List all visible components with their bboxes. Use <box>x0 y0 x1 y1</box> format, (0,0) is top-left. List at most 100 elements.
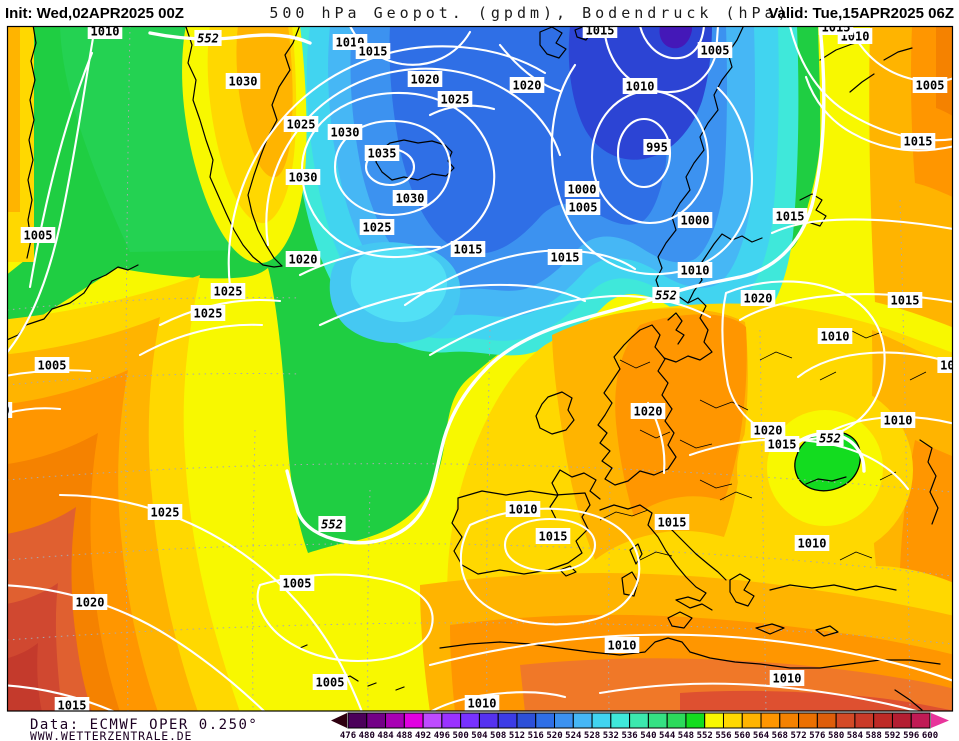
pressure-label: 1010 <box>794 535 830 551</box>
svg-text:1030: 1030 <box>229 75 258 89</box>
svg-text:1015: 1015 <box>891 294 920 308</box>
colorbar-segment <box>722 712 743 729</box>
pressure-label: 1015 <box>450 241 486 257</box>
svg-text:552: 552 <box>819 432 841 446</box>
svg-text:1015: 1015 <box>776 210 805 224</box>
colorbar-segment <box>610 712 631 729</box>
svg-text:1000: 1000 <box>568 183 597 197</box>
map-footer: Data: ECMWF OPER 0.250° WWW.WETTERZENTRA… <box>30 712 949 741</box>
coastlines <box>7 26 941 711</box>
colorbar-segment <box>629 712 649 729</box>
colorbar-segment <box>835 712 856 729</box>
pressure-label: 1020 <box>630 403 666 419</box>
svg-text:1035: 1035 <box>368 147 397 161</box>
colorbar-segment <box>460 712 480 729</box>
colorbar-segment <box>554 712 574 729</box>
svg-text:0: 0 <box>2 404 9 418</box>
colorbar-segment <box>704 712 724 729</box>
init-time-label: Init: Wed,02APR2025 00Z <box>5 5 184 22</box>
svg-text:1005: 1005 <box>916 79 945 93</box>
pressure-label: 1020 <box>740 290 776 306</box>
colorbar-tick-label: 476 <box>340 731 356 741</box>
svg-text:1015: 1015 <box>58 699 87 713</box>
colorbar-segment <box>816 712 837 729</box>
colorbar-tick-label: 512 <box>509 731 525 741</box>
pressure-label: 1020 <box>285 251 321 267</box>
colorbar-tick-label: 516 <box>528 731 544 741</box>
svg-text:1015: 1015 <box>551 251 580 265</box>
colorbar-segment <box>891 712 912 729</box>
svg-text:1025: 1025 <box>287 118 316 132</box>
map-header: Init: Wed,02APR2025 00Z 500 hPa Geopot. … <box>5 4 954 22</box>
colorbar-tick-label: 548 <box>678 731 694 741</box>
pressure-label: 1010 <box>769 670 805 686</box>
colorbar-tick-label: 596 <box>903 731 919 741</box>
colorbar-segment <box>422 712 443 729</box>
colorbar-right-arrow <box>931 713 949 728</box>
colorbar-segment <box>516 712 537 729</box>
graticule-lines <box>7 26 953 711</box>
colorbar-tick-label: 524 <box>565 731 582 741</box>
pressure-label: 1000 <box>677 212 713 228</box>
svg-text:1030: 1030 <box>289 171 318 185</box>
colorbar-tick-label: 500 <box>453 731 469 741</box>
map-frame <box>6 25 954 712</box>
colorbar-segment <box>347 712 368 729</box>
pressure-label: 1000 <box>564 181 600 197</box>
geopotential-fill-regions <box>7 26 953 711</box>
pressure-label: 1025 <box>147 504 183 520</box>
pressure-label: 1010 <box>505 501 541 517</box>
colorbar-tick-label: 580 <box>828 731 844 741</box>
pressure-label: 1015 <box>355 43 391 59</box>
colorbar-tick-label: 532 <box>603 731 619 741</box>
pressure-label: 1010 <box>87 25 123 39</box>
svg-text:101: 101 <box>940 359 959 373</box>
colorbar-segment <box>779 712 800 729</box>
pressure-label: 1010 <box>880 412 916 428</box>
pressure-label: 1025 <box>190 305 226 321</box>
svg-text:1015: 1015 <box>822 21 851 35</box>
svg-text:1010: 1010 <box>91 25 120 39</box>
svg-text:1020: 1020 <box>754 424 783 438</box>
colorbar-tick-label: 496 <box>434 731 450 741</box>
svg-text:1020: 1020 <box>289 253 318 267</box>
pressure-label: 1005 <box>20 227 56 243</box>
colorbar-tick-label: 592 <box>884 731 900 741</box>
colorbar-segment <box>441 712 462 729</box>
pressure-label: 1015 <box>54 697 90 713</box>
colorbar-segment <box>873 712 893 729</box>
pressure-label: 1010 <box>817 328 853 344</box>
colorbar-segment <box>366 712 387 729</box>
colorbar-left-arrow <box>331 713 347 728</box>
data-source-label: Data: ECMWF OPER 0.250° <box>30 717 258 733</box>
pressure-label: 1005 <box>912 77 948 93</box>
colorbar-tick-label: 588 <box>866 731 882 741</box>
colorbar-segment <box>854 712 875 729</box>
svg-text:552: 552 <box>197 32 219 46</box>
colorbar-tick-label: 492 <box>415 731 431 741</box>
isobar-labels: 1010 1030 1025 1030 1005 1020 1025 1025 1005 0 102… <box>2 21 959 713</box>
colorbar-segment <box>798 712 818 729</box>
svg-text:1015: 1015 <box>359 45 388 59</box>
svg-text:1015: 1015 <box>768 438 797 452</box>
colorbar-tick-label: 484 <box>377 731 394 741</box>
pressure-label: 1005 <box>697 42 733 58</box>
svg-text:1015: 1015 <box>539 530 568 544</box>
pressure-label: 1005 <box>565 199 601 215</box>
svg-text:1010: 1010 <box>468 697 497 711</box>
colorbar-segment <box>478 712 499 729</box>
pressure-label: 1005 <box>312 674 348 690</box>
svg-text:1020: 1020 <box>76 596 105 610</box>
map-canvas: 1010 1030 1025 1030 1005 1020 1025 1025 1005 0 102… <box>2 21 959 713</box>
svg-text:1010: 1010 <box>608 639 637 653</box>
colorbar-segment <box>910 712 931 729</box>
pressure-label: 1025 <box>437 91 473 107</box>
pressure-label: 1010 <box>464 695 500 711</box>
pressure-label: 1015 <box>654 514 690 530</box>
pressure-label: 1015 <box>818 21 854 35</box>
pressure-label: 1020 <box>72 594 108 610</box>
colorbar-tick-label: 572 <box>790 731 806 741</box>
svg-text:1005: 1005 <box>701 44 730 58</box>
svg-text:1005: 1005 <box>569 201 598 215</box>
svg-text:552: 552 <box>321 518 343 532</box>
